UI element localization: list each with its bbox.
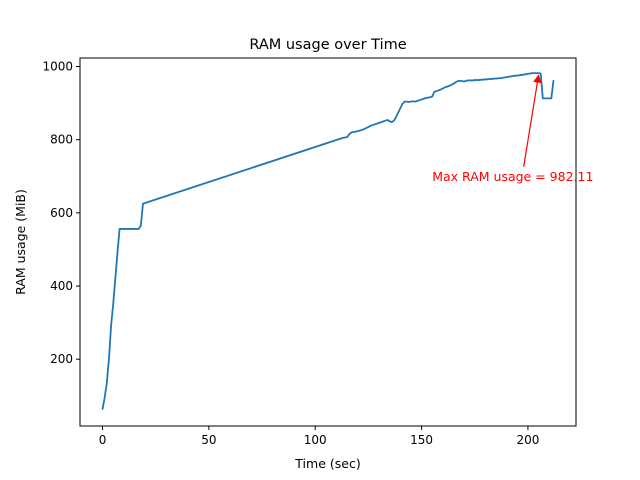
annotation-text: Max RAM usage = 982.11 [432, 169, 593, 184]
x-tick-label: 50 [201, 433, 216, 447]
y-axis-label: RAM usage (MiB) [13, 189, 28, 295]
chart-title: RAM usage over Time [249, 37, 406, 53]
x-axis-ticks: 0 50 100 150 200 [99, 426, 539, 447]
y-tick-label: 600 [50, 206, 73, 220]
x-tick-label: 150 [410, 433, 433, 447]
x-tick-label: 100 [304, 433, 327, 447]
y-tick-label: 800 [50, 133, 73, 147]
plot-area: 0 50 100 150 200 200 400 600 800 1000 [42, 57, 577, 447]
ram-usage-line [101, 72, 555, 410]
x-axis-label: Time (sec) [294, 456, 360, 471]
y-tick-label: 400 [50, 279, 73, 293]
x-tick-label: 0 [99, 433, 107, 447]
y-tick-label: 200 [50, 352, 73, 366]
x-tick-label: 200 [516, 433, 539, 447]
axes-frame [79, 57, 577, 427]
y-tick-label: 1000 [42, 60, 73, 74]
annotation-arrow [523, 74, 542, 167]
y-axis-ticks: 200 400 600 800 1000 [42, 60, 80, 366]
